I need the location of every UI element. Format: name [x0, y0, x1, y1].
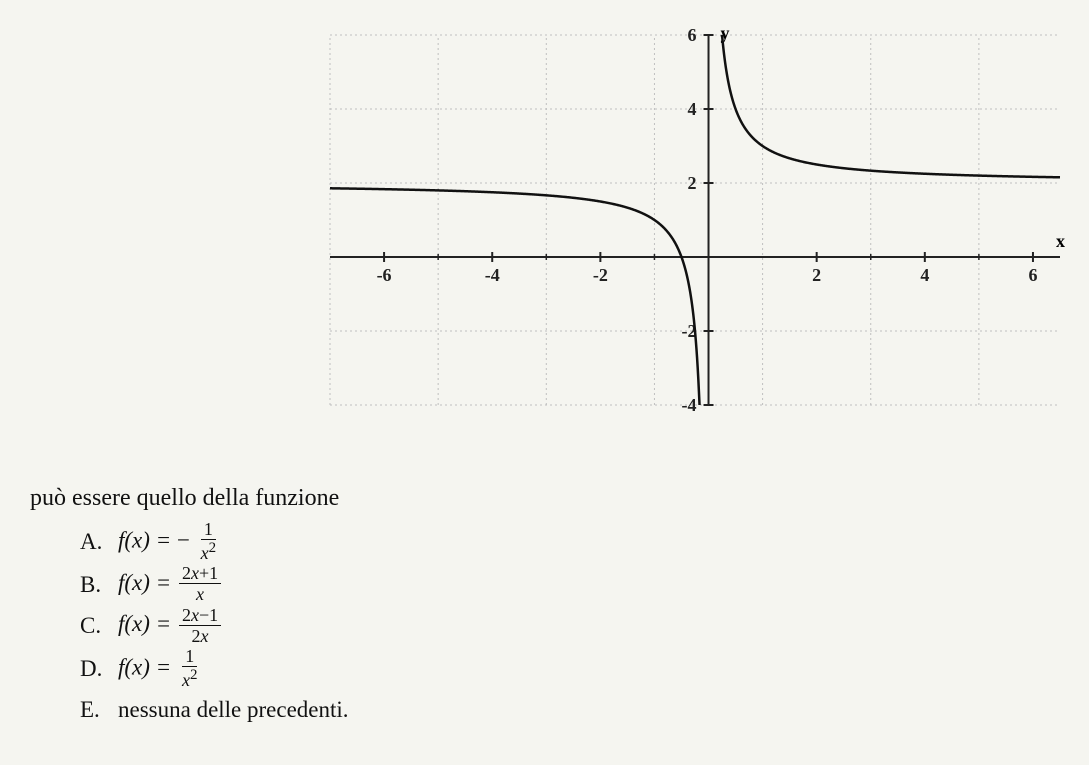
- svg-text:2: 2: [812, 265, 821, 285]
- option-letter: D.: [80, 651, 108, 687]
- svg-text:-4: -4: [682, 395, 697, 415]
- svg-text:2: 2: [688, 173, 697, 193]
- svg-text:4: 4: [920, 265, 929, 285]
- svg-text:x: x: [1056, 231, 1065, 251]
- options-list: A. f(x) = − 1 x2 B. f(x) = 2x+1 x: [30, 521, 730, 727]
- svg-text:-6: -6: [377, 265, 392, 285]
- fraction: 1 x2: [198, 520, 220, 562]
- option-letter: B.: [80, 567, 108, 603]
- option-C: C. f(x) = 2x−1 2x: [80, 606, 730, 645]
- page-root: -6-4-2246-4-2246yx può essere quello del…: [0, 0, 1089, 765]
- svg-text:4: 4: [688, 99, 697, 119]
- svg-text:-4: -4: [485, 265, 500, 285]
- fraction: 2x−1 2x: [179, 606, 221, 645]
- option-B: B. f(x) = 2x+1 x: [80, 565, 730, 604]
- option-expr: f(x) = − 1 x2: [118, 521, 221, 563]
- svg-text:-2: -2: [593, 265, 608, 285]
- option-letter: C.: [80, 608, 108, 644]
- function-chart: -6-4-2246-4-2246yx: [320, 20, 1080, 420]
- svg-text:6: 6: [688, 25, 697, 45]
- fraction: 2x+1 x: [179, 564, 221, 603]
- option-expr: f(x) = 2x−1 2x: [118, 606, 223, 645]
- option-A: A. f(x) = − 1 x2: [80, 521, 730, 563]
- option-letter: A.: [80, 524, 108, 560]
- option-text: nessuna delle precedenti.: [118, 692, 349, 728]
- option-letter: E.: [80, 692, 108, 728]
- option-E: E. nessuna delle precedenti.: [80, 692, 730, 728]
- option-expr: f(x) = 1 x2: [118, 648, 202, 690]
- fraction: 1 x2: [179, 647, 201, 689]
- question-prompt: può essere quello della funzione: [30, 480, 730, 517]
- option-expr: f(x) = 2x+1 x: [118, 565, 223, 604]
- chart-svg: -6-4-2246-4-2246yx: [320, 20, 1080, 420]
- option-D: D. f(x) = 1 x2: [80, 648, 730, 690]
- question-block: può essere quello della funzione A. f(x)…: [30, 480, 730, 729]
- svg-text:6: 6: [1028, 265, 1037, 285]
